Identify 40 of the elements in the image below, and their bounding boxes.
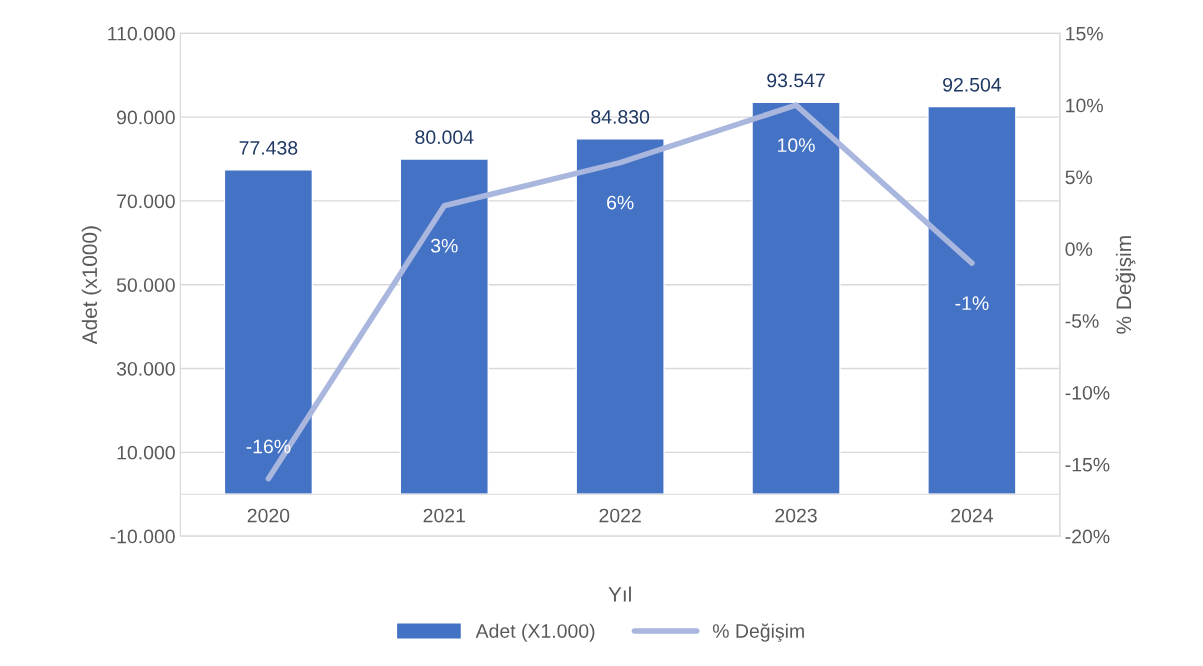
y-tick-label: -10.000 bbox=[110, 529, 175, 544]
bar bbox=[223, 169, 314, 495]
y2-tick-label: 0% bbox=[1065, 242, 1093, 257]
data-label: 6% bbox=[607, 195, 634, 210]
data-label: 93.547 bbox=[767, 73, 825, 88]
y2-tick-label: -20% bbox=[1065, 529, 1110, 544]
y2-tick-label: 5% bbox=[1065, 170, 1093, 185]
x-tick-label: 2022 bbox=[599, 508, 641, 523]
bar bbox=[927, 105, 1017, 495]
data-label: 10% bbox=[778, 138, 815, 153]
data-label: 80.004 bbox=[415, 130, 474, 145]
x-axis-title: Yıl bbox=[608, 586, 631, 602]
x-tick-label: 2020 bbox=[247, 508, 290, 523]
data-label: 3% bbox=[430, 238, 458, 253]
y2-tick-label: 15% bbox=[1066, 26, 1103, 41]
legend-label: % Değişim bbox=[712, 623, 804, 642]
y-tick-label: 110.000 bbox=[108, 26, 175, 41]
data-label: -1% bbox=[955, 296, 989, 310]
x-tick-label: 2024 bbox=[951, 508, 993, 523]
y-tick-label: 90.000 bbox=[117, 110, 175, 125]
bar bbox=[575, 138, 665, 495]
x-tick-label: 2023 bbox=[775, 508, 817, 523]
y2-axis-title: % Değişim bbox=[1115, 236, 1136, 334]
y-axis-title: Adet (x1000) bbox=[81, 226, 102, 345]
data-label: 92.504 bbox=[943, 77, 1002, 92]
y-tick-label: 50.000 bbox=[116, 278, 175, 292]
bar bbox=[751, 101, 841, 495]
y2-tick-label: -10% bbox=[1065, 385, 1110, 400]
data-label: 77.438 bbox=[239, 141, 298, 155]
legend-label: Adet (X1.000) bbox=[475, 623, 595, 642]
y-tick-label: 10.000 bbox=[117, 445, 175, 460]
y2-tick-label: 10% bbox=[1066, 98, 1103, 113]
y2-tick-label: -5% bbox=[1065, 314, 1099, 328]
data-label: -16% bbox=[246, 439, 291, 454]
y-tick-label: 30.000 bbox=[116, 361, 175, 376]
x-tick-label: 2021 bbox=[423, 508, 465, 523]
y-tick-label: 70.000 bbox=[117, 194, 175, 209]
bar bbox=[399, 158, 489, 495]
y2-tick-label: -15% bbox=[1065, 457, 1110, 472]
data-label: 84.830 bbox=[591, 110, 650, 124]
